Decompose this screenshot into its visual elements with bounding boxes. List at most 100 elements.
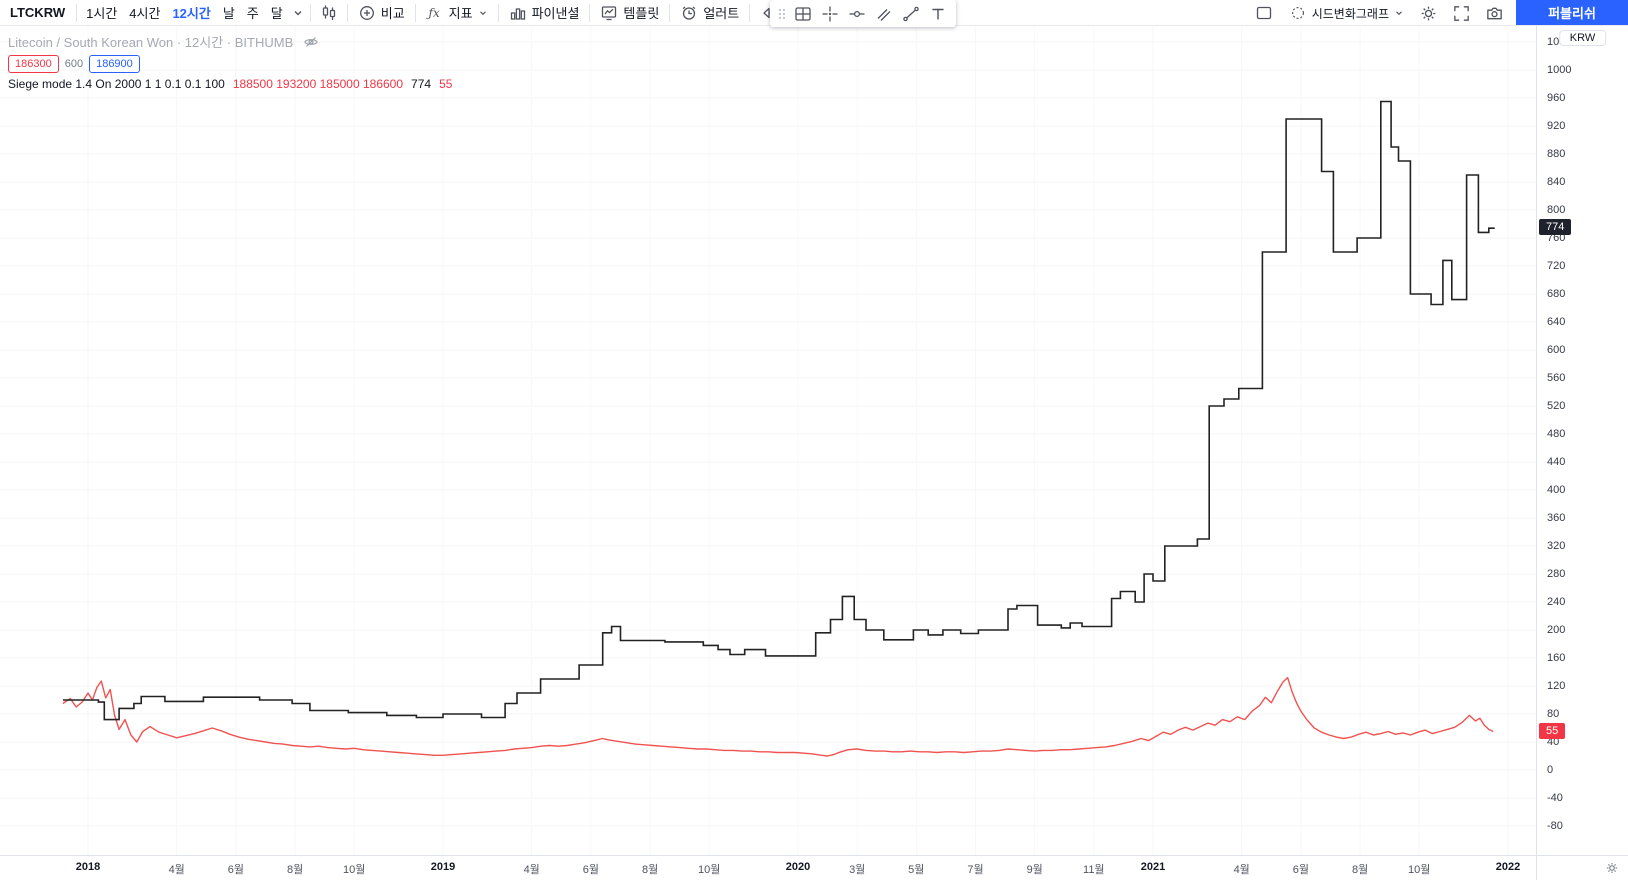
text-tool-button[interactable] [924,1,951,26]
crosshair-icon [820,4,840,24]
text-tool-icon [928,4,948,24]
layout-grid-button[interactable] [789,1,816,26]
time-axis-label: 6월 [582,864,600,876]
parallel-channel-tool-button[interactable] [870,1,897,26]
time-axis-label: 8월 [286,864,304,876]
fullscreen-icon [1452,4,1471,23]
interval-button-1h[interactable]: 1시간 [80,1,123,25]
toolbar-drag-handle[interactable] [775,1,789,26]
bottom-axis-row: 2018 4월 6월 8월 10월 2019 4월 6월 8월 10월 2020 3월 5월 7월 9월 11… [0,855,1628,880]
trend-line-tool-button[interactable] [897,1,924,26]
time-axis-label: 4월 [168,864,185,876]
chevron-down-icon [1394,8,1404,18]
indicator-title[interactable]: Siege mode 1.4 On 2000 1 1 0.1 0.1 100 [8,77,225,91]
crosshair-button[interactable] [816,1,843,26]
seed-graph-button[interactable]: 시드변화그래프 [1282,1,1411,25]
price-scale[interactable]: KRW 104010009609208808408007607206806406… [1536,26,1628,855]
time-axis-label: 2022 [1495,861,1521,873]
chart-style-button[interactable] [314,1,344,25]
price-tick: 0 [1547,764,1554,776]
top-toolbar: LTCKRW 1시간 4시간 12시간 날 주 달 비교 ƒx 지표 파이낸셜 [0,0,1628,27]
chevron-down-icon [292,7,304,19]
fx-icon: ƒx [426,4,444,22]
horizontal-line-icon [847,4,867,24]
settings-button[interactable] [1413,1,1444,25]
time-axis-label: 11월 [1083,864,1105,876]
price-badge: 774 [1539,219,1572,236]
indicator-equity-value: 774 [411,77,432,91]
chart-area[interactable]: Litecoin / South Korean Won · 12시간 · BIT… [0,26,1536,855]
alert-button[interactable]: 얼러트 [673,1,746,25]
chart-legend: Litecoin / South Korean Won · 12시간 · BIT… [8,32,452,91]
axis-corner [1536,856,1628,880]
price-tick: 160 [1547,652,1566,664]
time-axis-label: 8월 [641,864,659,876]
layout-square-icon [1254,3,1274,23]
chevron-down-icon [478,8,488,18]
time-axis-label: 10월 [343,864,366,876]
time-axis-label: 9월 [1026,864,1043,876]
time-axis-label: 3월 [849,864,866,876]
price-tick: 680 [1547,288,1566,300]
price-tick: 480 [1547,428,1566,440]
toolbar-separator [669,3,671,22]
price-tick: 320 [1547,540,1566,552]
time-axis-label: 5월 [908,864,925,876]
publish-button[interactable]: 퍼블리쉬 [1516,0,1628,25]
currency-label[interactable]: KRW [1558,30,1607,46]
parallel-channel-icon [874,4,894,24]
compare-button[interactable]: 비교 [351,1,412,25]
time-axis-label: 10월 [698,864,721,876]
value-box-close: 186900 [89,55,140,73]
trend-line-icon [901,4,921,24]
interval-menu-button[interactable] [289,1,307,25]
time-axis-label: 4월 [523,864,540,876]
price-tick: 200 [1547,624,1566,636]
price-tick: 80 [1547,708,1560,720]
interval-button-12h[interactable]: 12시간 [166,1,216,25]
layout-select-button[interactable] [1248,1,1280,25]
time-axis[interactable]: 2018 4월 6월 8월 10월 2019 4월 6월 8월 10월 2020 3월 5월 7월 9월 11… [0,856,1536,880]
value-mid: 600 [64,58,84,70]
price-tick: 400 [1547,484,1566,496]
interval-button-week[interactable]: 주 [241,1,265,25]
price-tick: 720 [1547,260,1566,272]
interval-button-month[interactable]: 달 [265,1,289,25]
price-tick: -40 [1547,792,1563,804]
price-tick: 120 [1547,680,1566,692]
symbol-button[interactable]: LTCKRW [6,1,73,25]
fullscreen-button[interactable] [1446,1,1477,25]
price-tick: 800 [1547,204,1566,216]
axis-settings-icon[interactable] [1605,861,1619,875]
indicators-button[interactable]: ƒx 지표 [419,1,495,25]
price-tick: 960 [1547,92,1566,104]
templates-button[interactable]: 템플릿 [593,1,666,25]
toolbar-separator [346,3,348,22]
template-chart-icon [600,4,618,22]
bar-chart-icon [509,4,527,22]
toolbar-separator [497,3,499,22]
price-tick: 280 [1547,568,1566,580]
alert-label: 얼러트 [703,6,740,21]
chart-title[interactable]: Litecoin / South Korean Won · 12시간 · BIT… [8,35,294,50]
horizontal-line-tool-button[interactable] [843,1,870,26]
financials-button[interactable]: 파이낸셜 [502,1,587,25]
dashed-circle-icon [1289,4,1307,22]
price-chart-canvas[interactable] [0,26,1536,855]
seed-graph-label: 시드변화그래프 [1311,6,1389,21]
indicator-values: 188500 193200 185000 186600 [232,77,404,91]
price-tick: 560 [1547,372,1566,384]
snapshot-button[interactable] [1479,1,1510,25]
price-badge: 55 [1539,722,1566,739]
price-tick: 600 [1547,344,1566,356]
time-axis-label: 2019 [430,861,456,873]
eye-slash-icon[interactable] [303,34,319,50]
interval-button-day[interactable]: 날 [217,1,241,25]
camera-icon [1485,4,1504,23]
interval-button-4h[interactable]: 4시간 [123,1,166,25]
templates-label: 템플릿 [623,6,660,21]
price-tick: -80 [1547,820,1563,832]
time-axis-label: 10월 [1408,864,1431,876]
toolbar-separator [749,3,751,22]
